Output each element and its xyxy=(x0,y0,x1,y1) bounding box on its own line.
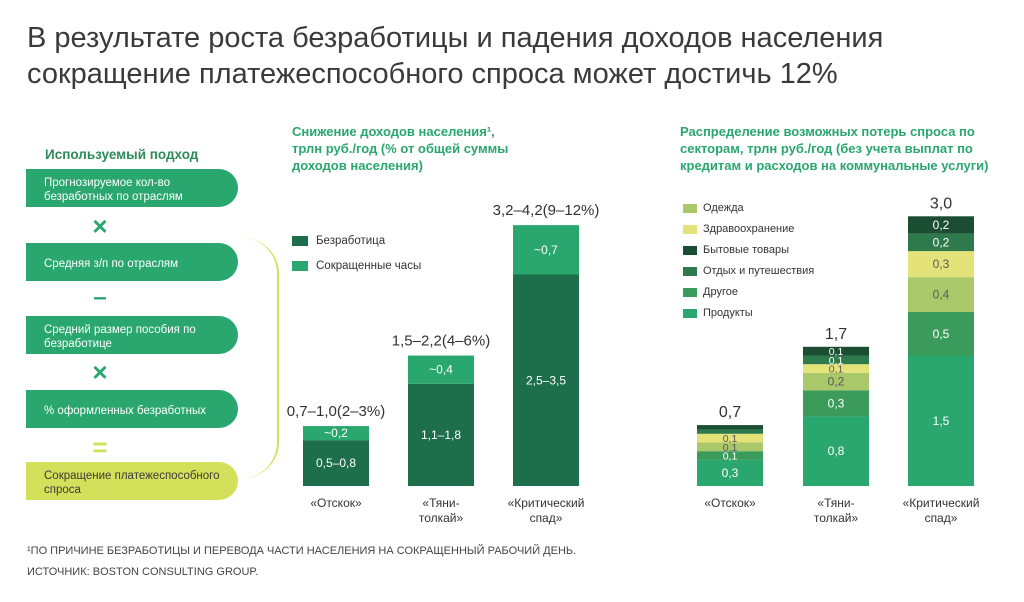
segment-label: 0,4 xyxy=(933,288,950,302)
segment-label: 0,3 xyxy=(722,466,739,480)
bar-total: 1,7 xyxy=(825,326,847,343)
page-title: В результате роста безработицы и падения… xyxy=(27,20,1007,92)
bar-unemployment xyxy=(303,440,369,486)
minus-operator: – xyxy=(93,284,107,311)
segment-3 xyxy=(908,277,974,312)
bar-total: 3,2–4,2(9–12%) xyxy=(493,202,600,219)
bar-total: 3,0 xyxy=(930,195,952,212)
bar-label: ~0,7 xyxy=(534,243,558,257)
title-line-2: сокращение платежеспособного спроса може… xyxy=(27,58,838,90)
multiply-operator-2: × xyxy=(92,357,108,387)
segment-4 xyxy=(908,251,974,278)
legend-short-hours: Сокращенные часы xyxy=(292,260,421,272)
bar-short-hours xyxy=(303,426,369,441)
multiply-operator-1: × xyxy=(92,211,108,241)
segment-label: 0,5 xyxy=(933,327,950,341)
segment-6 xyxy=(803,346,869,356)
legend-household: Бытовые товары xyxy=(683,244,789,256)
right-panel-title: Распределение возможных потерь спроса по… xyxy=(680,124,989,173)
bar-unemployment xyxy=(408,383,474,486)
segment-label: 0,2 xyxy=(933,235,950,249)
segment-2 xyxy=(908,312,974,356)
legend-food: Продукты xyxy=(683,307,753,319)
bar-label: 1,1–1,8 xyxy=(421,428,461,442)
approach-title: Используемый подход xyxy=(45,147,199,162)
approach-result: Сокращение платежеспособного спроса xyxy=(26,462,238,500)
bar-total: 0,7 xyxy=(719,404,741,421)
segment-label: 0,1 xyxy=(723,451,738,463)
segment-2 xyxy=(803,390,869,417)
segment-5 xyxy=(803,355,869,365)
segment-6 xyxy=(697,425,763,430)
legend-leisure: Отдых и путешествия xyxy=(683,265,814,277)
segment-label: 0,2 xyxy=(933,218,950,232)
segment-4 xyxy=(697,433,763,443)
segment-1 xyxy=(908,355,974,486)
bar-total: 1,5–2,2(4–6%) xyxy=(392,333,490,350)
bar-total: 0,7–1,0(2–3%) xyxy=(287,403,385,420)
legend-unemployment: Безработица xyxy=(292,235,385,247)
left-panel-title: Снижение доходов населения¹, трлн руб./г… xyxy=(292,124,509,173)
segment-label: 0,1 xyxy=(723,442,738,454)
segment-label: 0,2 xyxy=(828,375,845,389)
segment-4 xyxy=(803,364,869,373)
legend-swatch xyxy=(292,261,308,271)
source-note: ИСТОЧНИК: BOSTON CONSULTING GROUP. xyxy=(27,566,259,578)
segment-3 xyxy=(697,442,763,452)
approach-step-registered: % оформленных безработных xyxy=(26,390,238,428)
equals-operator: = xyxy=(92,432,108,462)
category-label: «Тяни-толкай» xyxy=(814,496,859,525)
segment-label: 0,8 xyxy=(828,444,845,458)
segment-6 xyxy=(908,216,974,234)
bar-unemployment xyxy=(513,274,579,486)
segment-label: 0,1 xyxy=(829,355,844,367)
segment-5 xyxy=(908,233,974,252)
segment-5 xyxy=(697,429,763,434)
bar-label: 0,5–0,8 xyxy=(316,456,356,470)
bar-label: ~0,4 xyxy=(429,363,453,377)
category-label: «Критический спад» xyxy=(903,496,980,525)
legend-clothing: Одежда xyxy=(683,202,744,214)
segment-label: 0,1 xyxy=(829,364,844,376)
category-label: «Отскок» xyxy=(310,496,362,510)
footnote: ¹ПО ПРИЧИНЕ БЕЗРАБОТИЦЫ И ПЕРЕВОДА ЧАСТИ… xyxy=(27,545,577,557)
segment-label: 1,5 xyxy=(933,414,950,428)
legend-swatch xyxy=(292,236,308,246)
approach-step-salary: Средняя з/п по отраслям xyxy=(26,243,238,281)
bar-short-hours xyxy=(513,225,579,275)
segment-label: 0,3 xyxy=(828,396,845,410)
title-line-1: В результате роста безработицы и падения… xyxy=(27,22,884,54)
bar-label: ~0,2 xyxy=(324,426,348,440)
segment-label: 0,1 xyxy=(723,433,738,445)
category-label: «Критический спад» xyxy=(508,496,585,525)
bar-label: 2,5–3,5 xyxy=(526,373,566,387)
segment-2 xyxy=(697,451,763,460)
approach-step-benefit: Средний размер пособия по безработице xyxy=(26,316,238,354)
approach-step-forecast: Прогнозируемое кол-во безработных по отр… xyxy=(26,169,238,207)
approach-bracket xyxy=(243,238,279,478)
segment-3 xyxy=(803,372,869,391)
legend-other: Другое xyxy=(683,286,738,298)
bar-short-hours xyxy=(408,355,474,384)
legend-healthcare: Здравоохранение xyxy=(683,223,794,235)
category-label: «Отскок» xyxy=(704,496,756,510)
segment-label: 0,1 xyxy=(829,346,844,358)
segment-1 xyxy=(803,416,869,486)
category-label: «Тяни-толкай» xyxy=(419,496,464,525)
segment-1 xyxy=(697,459,763,486)
segment-label: 0,3 xyxy=(933,257,950,271)
